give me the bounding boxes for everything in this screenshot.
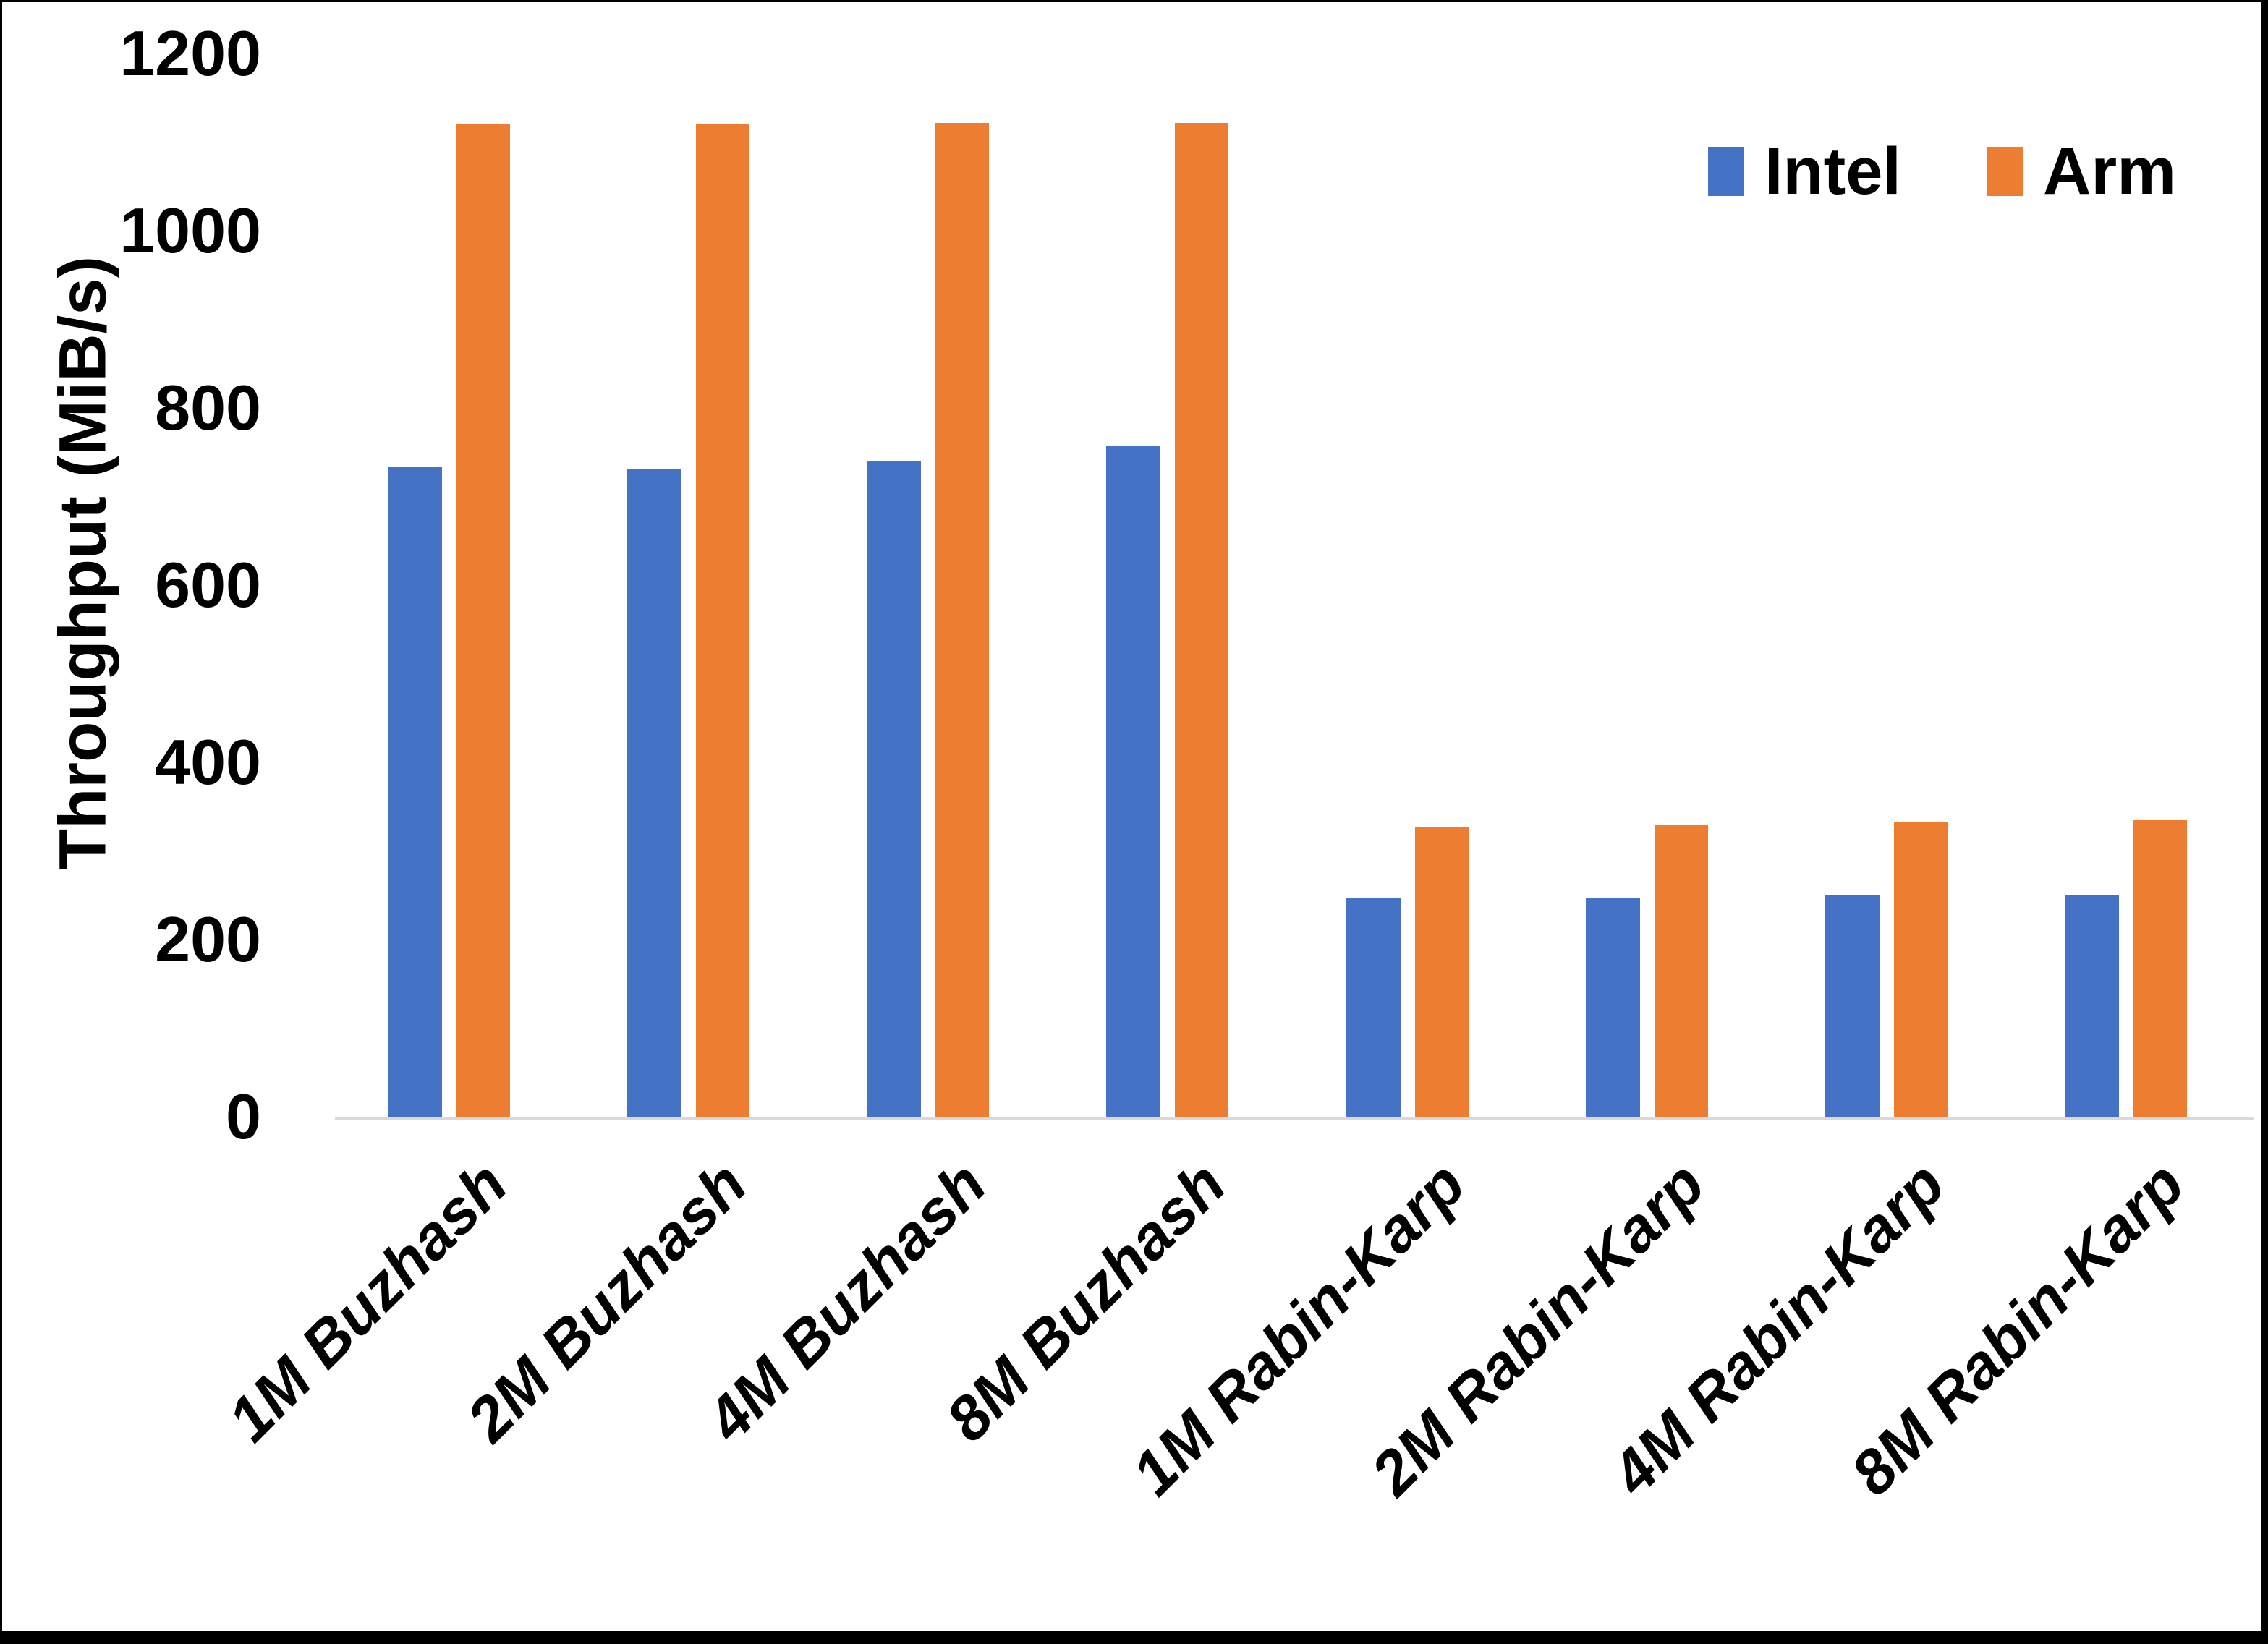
y-tick-label: 400 bbox=[155, 726, 261, 798]
chart-legend: Intel Arm bbox=[1707, 135, 2176, 208]
legend-swatch-icon bbox=[1986, 147, 2023, 196]
bar-intel-1m-rabin-karp bbox=[1346, 898, 1401, 1117]
y-tick-label: 200 bbox=[155, 903, 261, 975]
bar-intel-2m-buzhash bbox=[627, 469, 682, 1117]
y-tick-label: 800 bbox=[155, 372, 261, 443]
bar-arm-2m-rabin-karp bbox=[1654, 825, 1708, 1117]
bar-arm-8m-rabin-karp bbox=[2133, 819, 2187, 1117]
y-tick-label: 0 bbox=[226, 1081, 261, 1152]
bar-arm-4m-buzhash bbox=[935, 122, 990, 1117]
bar-arm-1m-rabin-karp bbox=[1414, 827, 1469, 1117]
bar-intel-8m-buzhash bbox=[1106, 446, 1161, 1117]
bar-intel-2m-rabin-karp bbox=[1585, 898, 1640, 1117]
y-tick-label: 1000 bbox=[119, 195, 261, 266]
bar-arm-8m-buzhash bbox=[1175, 122, 1229, 1117]
x-axis-line bbox=[335, 1117, 2254, 1120]
y-axis-title: Throughput (MiB/s) bbox=[46, 255, 120, 870]
y-tick-label: 600 bbox=[155, 549, 261, 621]
bar-intel-8m-rabin-karp bbox=[2064, 894, 2119, 1117]
legend-label: Intel bbox=[1764, 135, 1901, 208]
y-tick-label: 1200 bbox=[119, 17, 261, 89]
bar-arm-2m-buzhash bbox=[696, 123, 750, 1117]
legend-item-arm: Arm bbox=[1986, 135, 2176, 208]
bar-intel-4m-rabin-karp bbox=[1825, 895, 1880, 1117]
bar-arm-4m-rabin-karp bbox=[1893, 822, 1948, 1117]
bar-intel-1m-buzhash bbox=[388, 467, 442, 1117]
bar-arm-1m-buzhash bbox=[456, 123, 510, 1117]
bar-intel-4m-buzhash bbox=[867, 461, 922, 1117]
legend-item-intel: Intel bbox=[1707, 135, 1901, 208]
legend-swatch-icon bbox=[1707, 147, 1744, 196]
legend-label: Arm bbox=[2042, 135, 2176, 208]
